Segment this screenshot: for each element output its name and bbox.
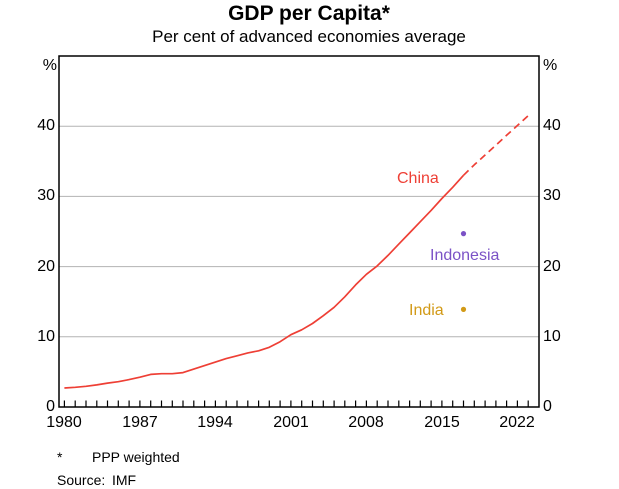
series-line-china <box>64 174 465 389</box>
source-label: Source: <box>57 472 106 488</box>
y-tick-label-right-0: 0 <box>543 398 552 415</box>
x-tick-label-1987: 1987 <box>122 414 158 431</box>
y-tick-label-left-40: 40 <box>37 117 55 134</box>
chart-subtitle: Per cent of advanced economies average <box>152 27 466 46</box>
y-tick-label-left-30: 30 <box>37 187 55 204</box>
x-tick-label-1994: 1994 <box>197 414 233 431</box>
y-axis-unit-left: % <box>42 57 57 74</box>
series-label-india: India <box>409 302 444 319</box>
y-axis-unit-right: % <box>543 57 558 74</box>
footnote-text: PPP weighted <box>92 449 180 465</box>
data-point-indonesia <box>460 231 467 237</box>
series-label-indonesia: Indonesia <box>430 247 500 264</box>
x-tick-label-1980: 1980 <box>46 414 82 431</box>
y-tick-label-left-20: 20 <box>37 258 55 275</box>
y-tick-label-right-10: 10 <box>543 328 561 345</box>
y-tick-label-right-20: 20 <box>543 258 561 275</box>
series-line-china-forecast <box>462 115 529 176</box>
y-tick-label-left-0: 0 <box>46 398 55 415</box>
x-tick-label-2022: 2022 <box>499 414 535 431</box>
y-tick-label-right-30: 30 <box>543 187 561 204</box>
y-tick-label-right-40: 40 <box>543 117 561 134</box>
plot-frame <box>58 55 540 408</box>
x-tick-label-2015: 2015 <box>424 414 460 431</box>
footnote-marker: * <box>57 449 63 465</box>
data-point-india <box>460 306 467 312</box>
source-value: IMF <box>112 472 137 488</box>
series-label-china: China <box>397 170 439 187</box>
x-tick-label-2008: 2008 <box>348 414 384 431</box>
y-tick-label-left-10: 10 <box>37 328 55 345</box>
x-tick-label-2001: 2001 <box>273 414 309 431</box>
chart-title: GDP per Capita* <box>228 2 390 25</box>
